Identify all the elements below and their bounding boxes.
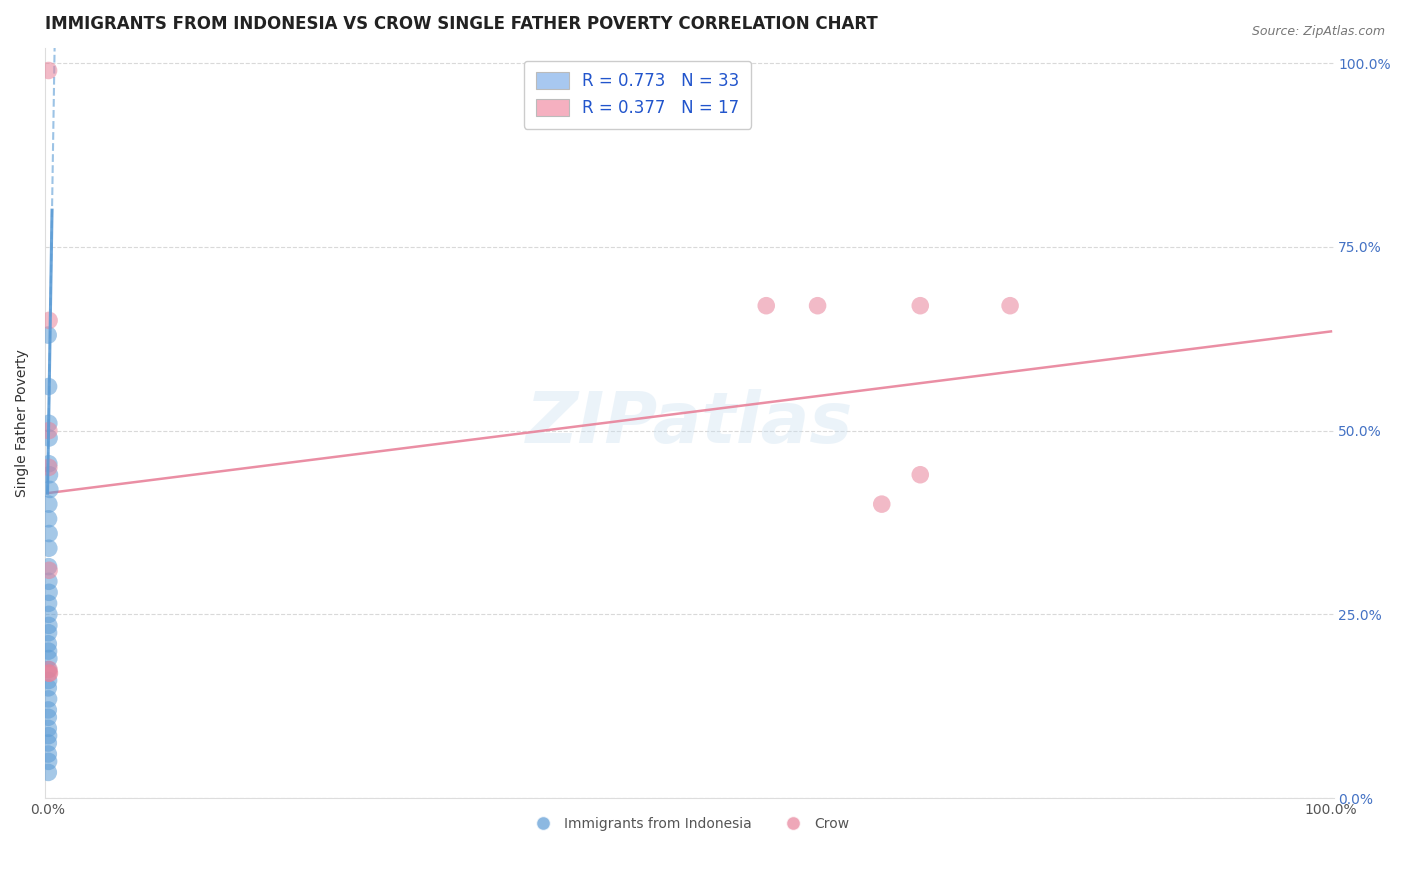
Legend: Immigrants from Indonesia, Crow: Immigrants from Indonesia, Crow xyxy=(523,811,855,836)
Point xyxy=(38,563,60,577)
Point xyxy=(38,663,60,677)
Text: IMMIGRANTS FROM INDONESIA VS CROW SINGLE FATHER POVERTY CORRELATION CHART: IMMIGRANTS FROM INDONESIA VS CROW SINGLE… xyxy=(45,15,877,33)
Point xyxy=(37,721,59,735)
Point xyxy=(38,467,60,482)
Point xyxy=(870,497,893,511)
Y-axis label: Single Father Poverty: Single Father Poverty xyxy=(15,350,30,497)
Point xyxy=(38,379,60,393)
Point xyxy=(38,692,60,706)
Point xyxy=(38,457,60,471)
Point xyxy=(37,710,59,724)
Point xyxy=(38,559,60,574)
Point xyxy=(38,512,60,526)
Point xyxy=(37,637,59,651)
Point xyxy=(38,460,60,475)
Point xyxy=(38,541,60,556)
Point xyxy=(37,681,59,695)
Point xyxy=(38,673,60,688)
Point xyxy=(37,747,59,761)
Point xyxy=(38,526,60,541)
Point xyxy=(38,585,60,599)
Text: ZIPatlas: ZIPatlas xyxy=(526,389,853,458)
Text: Source: ZipAtlas.com: Source: ZipAtlas.com xyxy=(1251,25,1385,38)
Point xyxy=(38,666,60,681)
Point xyxy=(38,574,60,589)
Point xyxy=(998,299,1021,313)
Point xyxy=(806,299,828,313)
Point xyxy=(38,417,60,431)
Point xyxy=(38,431,60,445)
Point xyxy=(38,313,60,327)
Point xyxy=(38,651,60,665)
Point xyxy=(38,729,60,743)
Point xyxy=(37,736,59,750)
Point xyxy=(38,424,60,438)
Point xyxy=(755,299,778,313)
Point xyxy=(38,618,60,632)
Point xyxy=(37,328,59,343)
Point xyxy=(910,467,932,482)
Point xyxy=(910,299,932,313)
Point xyxy=(38,497,60,511)
Point xyxy=(38,63,60,78)
Point xyxy=(37,703,59,717)
Point xyxy=(37,765,59,780)
Point xyxy=(37,663,59,677)
Point xyxy=(38,755,60,769)
Point xyxy=(38,607,60,622)
Point xyxy=(38,596,60,610)
Point xyxy=(38,483,60,497)
Point xyxy=(38,644,60,658)
Point xyxy=(38,625,60,640)
Point xyxy=(38,666,60,681)
